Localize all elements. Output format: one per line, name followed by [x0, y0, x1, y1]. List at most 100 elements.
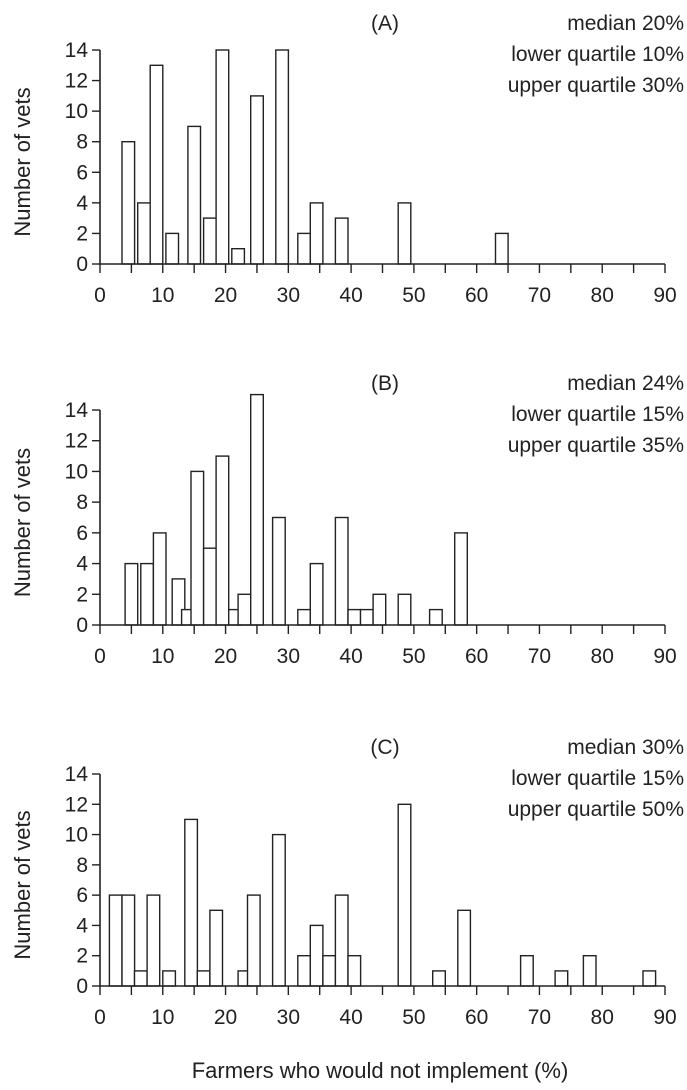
histogram-bar [149, 64, 164, 265]
y-tick-label: 8 [76, 854, 88, 877]
quartile-annotation: median 30% [567, 736, 684, 759]
histogram-bar [347, 608, 362, 626]
histogram-bar [322, 955, 337, 987]
histogram-bar [275, 49, 290, 265]
histogram-bar [297, 608, 312, 626]
y-tick-label: 8 [76, 491, 88, 514]
x-tick-label: 50 [402, 645, 425, 668]
histogram-bar [249, 95, 264, 265]
y-tick-label: 14 [65, 763, 89, 786]
histogram-bar [121, 140, 136, 265]
x-tick-label: 30 [277, 1006, 300, 1029]
histogram-bar [582, 955, 597, 987]
panel-c: 0 10 20 30 40 50 60 70 80 90 0 2 4 6 8 10 12 14 Number of … [10, 736, 684, 1029]
histogram-bar [121, 894, 136, 987]
histogram-bar [642, 970, 657, 987]
histogram-bar [309, 562, 324, 626]
y-tick-label: 8 [76, 131, 88, 154]
histogram-bar [347, 955, 362, 987]
histogram-bar [372, 593, 387, 626]
histogram-bar [146, 894, 161, 987]
histogram-bar [309, 924, 324, 987]
quartile-annotation: lower quartile 15% [511, 403, 684, 426]
histogram-bar [246, 894, 261, 987]
y-tick-label: 0 [76, 975, 88, 998]
quartile-annotation: lower quartile 10% [511, 43, 684, 66]
histogram-bar [334, 217, 349, 265]
histogram-bar [397, 593, 412, 626]
histogram-bar [454, 532, 469, 626]
histogram-bar [428, 608, 443, 626]
histogram-bar [140, 562, 155, 626]
panel-label: (C) [370, 736, 399, 759]
y-tick-label: 6 [76, 884, 88, 907]
x-tick-label: 70 [528, 645, 551, 668]
histogram-bar [397, 803, 412, 987]
histogram-bar [494, 232, 509, 265]
x-tick-label: 50 [402, 284, 425, 307]
y-tick-label: 4 [76, 553, 88, 576]
x-tick-label: 30 [277, 645, 300, 668]
histogram-bar [215, 49, 230, 265]
histogram-bar [202, 217, 217, 265]
histogram-bar [237, 593, 252, 626]
y-tick-label: 12 [65, 430, 88, 453]
histogram-bar [271, 516, 286, 626]
quartile-annotation: lower quartile 15% [511, 767, 684, 790]
x-tick-label: 40 [339, 645, 362, 668]
histogram-bar [309, 202, 324, 265]
histogram-bar [297, 955, 312, 987]
histogram-bar [184, 818, 199, 987]
x-tick-label: 90 [653, 284, 676, 307]
x-tick-label: 80 [591, 284, 614, 307]
histogram-bar [554, 970, 569, 987]
y-axis-label: Number of vets [10, 810, 35, 959]
y-tick-label: 10 [65, 460, 88, 483]
quartile-annotation: upper quartile 50% [508, 798, 684, 821]
y-tick-label: 6 [76, 161, 88, 184]
x-tick-label: 70 [528, 1006, 551, 1029]
histogram-bar [297, 232, 312, 265]
y-tick-label: 4 [76, 914, 88, 937]
x-tick-label: 20 [214, 284, 237, 307]
panel-a: 0 10 20 30 40 50 60 70 80 90 0 2 4 6 8 10 12 14 Number of … [10, 12, 684, 307]
y-tick-label: 14 [65, 399, 89, 422]
histogram-bar [152, 532, 167, 626]
y-axis-label: Number of vets [10, 87, 35, 236]
y-tick-label: 2 [76, 945, 88, 968]
histogram-bar [133, 970, 148, 987]
y-tick-label: 12 [65, 70, 88, 93]
y-tick-label: 14 [65, 39, 89, 62]
panel-label: (B) [371, 372, 399, 395]
histogram-bar [397, 202, 412, 265]
histogram-bar [334, 516, 349, 626]
histogram-bar [190, 470, 205, 626]
histogram-bar [432, 970, 447, 987]
x-tick-label: 80 [591, 1006, 614, 1029]
x-tick-label: 20 [214, 645, 237, 668]
histogram-bar [359, 608, 374, 626]
x-tick-label: 70 [528, 284, 551, 307]
x-tick-label: 90 [653, 1006, 676, 1029]
x-tick-label: 30 [277, 284, 300, 307]
x-tick-label: 10 [151, 645, 174, 668]
x-tick-label: 60 [465, 645, 488, 668]
y-tick-label: 12 [65, 793, 88, 816]
panel-b: 0 10 20 30 40 50 60 70 80 90 0 2 4 6 8 10 12 14 Number of … [10, 372, 684, 668]
y-tick-label: 2 [76, 222, 88, 245]
y-tick-label: 0 [76, 614, 88, 637]
y-tick-label: 6 [76, 522, 88, 545]
x-tick-label: 90 [653, 645, 676, 668]
y-axis-label: Number of vets [10, 448, 35, 597]
x-tick-label: 60 [465, 1006, 488, 1029]
histogram-bar [519, 955, 534, 987]
y-tick-label: 10 [65, 100, 88, 123]
panel-label: (A) [371, 12, 399, 35]
x-tick-label: 80 [591, 645, 614, 668]
y-tick-label: 0 [76, 253, 88, 276]
quartile-annotation: upper quartile 30% [508, 74, 684, 97]
x-tick-label: 20 [214, 1006, 237, 1029]
x-axis-label: Farmers who would not implement (%) [192, 1058, 569, 1083]
x-tick-label: 10 [151, 284, 174, 307]
